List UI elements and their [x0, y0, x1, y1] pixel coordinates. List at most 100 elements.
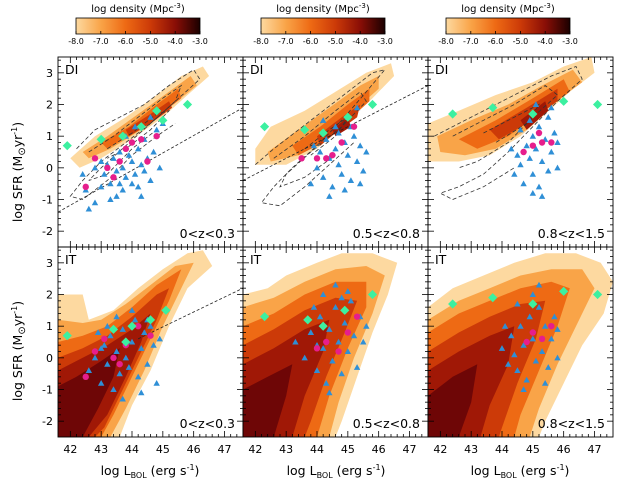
triangle-point	[538, 193, 546, 199]
triangle-point	[363, 322, 370, 329]
pink-point	[329, 151, 336, 159]
triangle-point	[134, 373, 142, 380]
x-tick-label: 47	[588, 443, 602, 456]
pink-point	[313, 155, 321, 162]
x-tick-label: 45	[526, 443, 540, 456]
diamond-point	[448, 109, 458, 119]
triangle-point	[338, 370, 345, 377]
triangle-point	[113, 167, 120, 174]
triangle-point	[554, 326, 561, 332]
triangle-point	[97, 158, 105, 165]
y-tick-label: 2	[46, 289, 53, 302]
pink-point	[313, 345, 321, 352]
triangle-point	[545, 364, 552, 370]
diamond-point	[108, 324, 119, 334]
triangle-point	[292, 338, 299, 345]
pink-point	[104, 164, 111, 172]
panel-tag: DI	[435, 62, 448, 77]
y-tick-label: 3	[46, 67, 53, 80]
triangle-point	[116, 180, 123, 187]
redshift-label: 0.8<z<1.5	[538, 416, 605, 431]
triangle-point	[335, 161, 342, 168]
panel: 42 43 44 45 46 47 IT 0.5<z<0.8	[242, 246, 429, 456]
x-tick-label: 44	[310, 443, 324, 456]
triangle-point	[116, 370, 123, 377]
triangle-point	[131, 123, 139, 130]
redshift-label: 0.5<z<0.8	[353, 226, 420, 241]
diamond-point	[592, 99, 603, 110]
triangle-point	[101, 170, 108, 177]
redshift-label: 0<z<0.3	[180, 416, 235, 431]
triangle-point	[532, 145, 540, 152]
triangle-point	[147, 113, 154, 120]
triangle-point	[119, 186, 126, 193]
triangle-point	[138, 389, 145, 396]
triangle-point	[329, 357, 336, 364]
x-tick-label: 47	[403, 443, 417, 456]
colorbar-label: log density (Mpc-3)	[461, 2, 555, 15]
triangle-point	[353, 364, 361, 370]
pink-point	[344, 329, 352, 336]
pink-point	[535, 129, 543, 137]
diamond-point	[303, 315, 313, 325]
contour-line	[483, 103, 541, 143]
triangle-point	[104, 360, 111, 367]
triangle-point	[144, 360, 151, 367]
colorbar-tick-label: -5.0	[328, 37, 344, 46]
triangle-point	[529, 189, 537, 196]
triangle-point	[514, 367, 521, 374]
x-tick-label: 42	[248, 443, 262, 456]
triangle-point	[514, 300, 521, 307]
triangle-point	[91, 199, 99, 206]
pink-point	[134, 322, 142, 330]
triangle-point	[535, 303, 543, 310]
triangle-point	[101, 341, 108, 348]
diamond-point	[96, 134, 106, 144]
triangle-point	[356, 180, 364, 187]
triangle-point	[554, 164, 561, 171]
diamond-point	[161, 305, 171, 315]
triangle-point	[301, 354, 308, 361]
pink-point	[101, 335, 108, 343]
pink-point	[520, 148, 527, 156]
diamond-point	[318, 128, 328, 138]
triangle-point	[541, 322, 549, 329]
x-axis-label-1: log LBOL (erg s-1)	[101, 463, 200, 480]
triangle-point	[514, 151, 521, 158]
triangle-point	[125, 151, 133, 158]
x-tick-label: 46	[557, 443, 571, 456]
panel-tag: IT	[250, 252, 262, 267]
triangle-point	[520, 180, 527, 187]
pink-point	[144, 158, 151, 165]
triangle-point	[360, 167, 367, 174]
triangle-point	[326, 389, 333, 396]
pink-point	[91, 155, 99, 162]
triangle-point	[128, 338, 136, 345]
triangle-point	[344, 288, 352, 294]
panels: 3 2 1 0 -1 -2 DI 0<z<0.3 DI 0.5<z<0.8 DI 0.8<z<1.5 3…	[42, 56, 614, 456]
colorbar-tick-label: -7.0	[463, 37, 479, 46]
y-tick-label: -1	[42, 384, 53, 397]
triangle-point	[498, 345, 506, 351]
triangle-point	[551, 129, 558, 136]
pink-point	[338, 139, 345, 146]
triangle-point	[116, 148, 123, 155]
triangle-point	[338, 294, 345, 301]
contour-line	[255, 69, 386, 207]
pink-point	[138, 136, 145, 143]
triangle-point	[523, 142, 530, 149]
triangle-point	[79, 170, 86, 177]
redshift-label: 0.5<z<0.8	[353, 416, 420, 431]
triangle-point	[326, 193, 333, 199]
colorbar-label: log density (Mpc-3)	[276, 2, 370, 15]
colorbar-tick-label: -4.0	[352, 37, 368, 46]
y-tick-label: 3	[46, 257, 53, 270]
triangle-point	[122, 174, 130, 180]
pink-point	[122, 145, 130, 153]
triangle-point	[517, 126, 524, 133]
triangle-point	[85, 205, 93, 212]
triangle-point	[535, 183, 543, 190]
triangle-point	[520, 386, 527, 393]
triangle-point	[353, 158, 361, 165]
y-tick-label: 1	[46, 320, 53, 333]
